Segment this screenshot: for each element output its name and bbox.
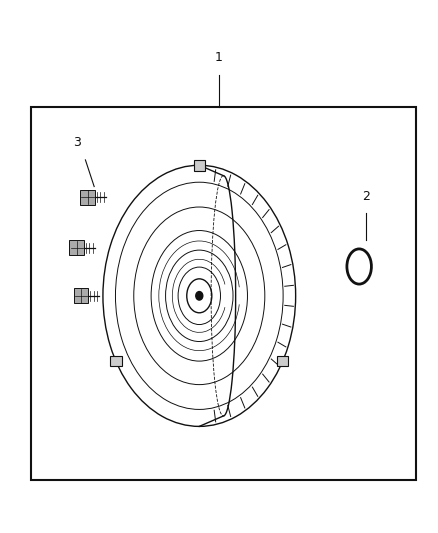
Bar — [194, 160, 205, 171]
Text: 2: 2 — [362, 190, 370, 203]
Bar — [74, 288, 88, 303]
Bar — [69, 240, 84, 255]
Text: 3: 3 — [73, 136, 81, 149]
Bar — [110, 356, 121, 367]
Circle shape — [196, 292, 203, 300]
Bar — [277, 356, 289, 367]
Bar — [80, 190, 95, 205]
Text: 1: 1 — [215, 51, 223, 64]
Bar — [31, 107, 416, 480]
